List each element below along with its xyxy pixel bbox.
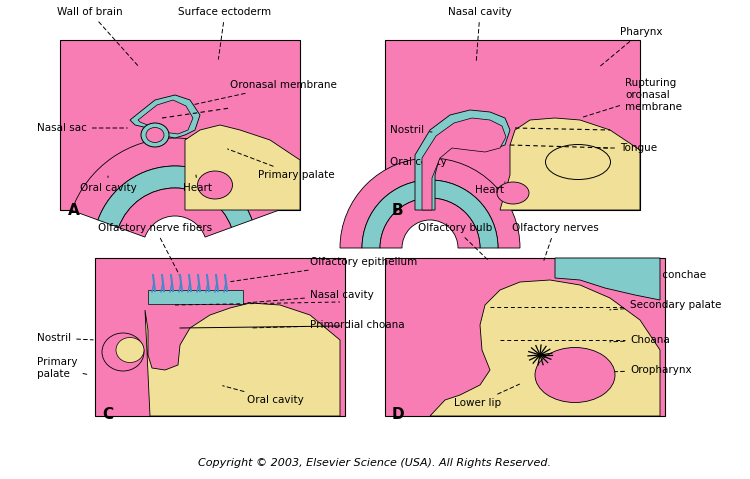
Wedge shape	[118, 188, 232, 237]
Ellipse shape	[141, 123, 169, 147]
Polygon shape	[500, 118, 640, 210]
Wedge shape	[380, 198, 480, 248]
Text: Olfactory bulb: Olfactory bulb	[418, 223, 492, 260]
Bar	[385, 40, 640, 210]
Bar	[148, 290, 243, 304]
Text: Oropharynx: Oropharynx	[610, 365, 692, 375]
Text: D: D	[392, 407, 405, 422]
Text: Oronasal membrane: Oronasal membrane	[195, 80, 337, 104]
Polygon shape	[130, 95, 200, 138]
Text: Tongue: Tongue	[585, 143, 657, 153]
Ellipse shape	[535, 347, 615, 402]
Text: Heart: Heart	[183, 175, 212, 193]
Ellipse shape	[497, 182, 529, 204]
Ellipse shape	[545, 145, 610, 180]
Text: Primary
palate: Primary palate	[37, 357, 87, 379]
Text: C: C	[102, 407, 113, 422]
Text: Primary palate: Primary palate	[227, 149, 334, 180]
Text: A: A	[68, 203, 80, 218]
Text: Olfactory epithelium: Olfactory epithelium	[231, 257, 417, 282]
Wedge shape	[362, 180, 498, 248]
Text: Oral cavity: Oral cavity	[390, 157, 447, 167]
Polygon shape	[422, 118, 506, 210]
Text: Nasal sac: Nasal sac	[37, 123, 128, 133]
Polygon shape	[138, 100, 193, 134]
Text: Lower lip: Lower lip	[454, 384, 520, 408]
Text: Nasal conchae: Nasal conchae	[610, 270, 706, 285]
Bar	[385, 258, 665, 416]
Text: Choana: Choana	[610, 335, 670, 345]
Polygon shape	[145, 303, 340, 416]
Polygon shape	[430, 280, 660, 416]
Text: Rupturing
oronasal
membrane: Rupturing oronasal membrane	[583, 79, 682, 117]
Bar	[95, 258, 345, 416]
Ellipse shape	[197, 171, 232, 199]
Text: Oral cavity: Oral cavity	[80, 176, 136, 193]
Text: Nasal cavity: Nasal cavity	[248, 290, 374, 303]
Text: Heart: Heart	[476, 182, 505, 195]
Text: Oral cavity: Oral cavity	[223, 386, 304, 405]
Bar	[60, 40, 300, 210]
Text: Pharynx: Pharynx	[600, 27, 662, 66]
Text: Nostril: Nostril	[37, 333, 93, 343]
Ellipse shape	[102, 333, 144, 371]
Text: B: B	[392, 203, 404, 218]
Ellipse shape	[146, 127, 164, 142]
Text: Wall of brain: Wall of brain	[57, 7, 138, 66]
Wedge shape	[72, 138, 278, 220]
Text: Olfactory nerve fibers: Olfactory nerve fibers	[98, 223, 212, 277]
Polygon shape	[555, 258, 660, 300]
Text: Surface ectoderm: Surface ectoderm	[178, 7, 272, 59]
Text: Olfactory nerves: Olfactory nerves	[512, 223, 598, 261]
Wedge shape	[98, 166, 252, 228]
Text: Nasal cavity: Nasal cavity	[448, 7, 512, 62]
Ellipse shape	[116, 338, 144, 363]
Text: Secondary palate: Secondary palate	[610, 300, 722, 310]
Polygon shape	[185, 125, 300, 210]
Text: Primordial choana: Primordial choana	[251, 320, 405, 330]
Polygon shape	[415, 110, 510, 210]
Wedge shape	[340, 158, 520, 248]
Text: Copyright © 2003, Elsevier Science (USA). All Rights Reserved.: Copyright © 2003, Elsevier Science (USA)…	[199, 458, 551, 468]
Text: Nostril: Nostril	[390, 125, 432, 135]
